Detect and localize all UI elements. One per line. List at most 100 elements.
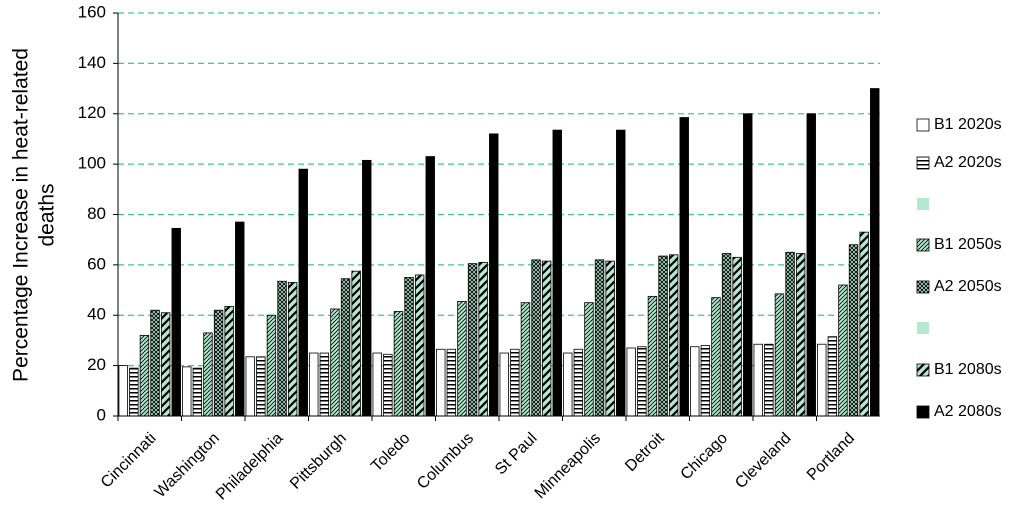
y-tick-label: 100 <box>78 154 106 173</box>
bar <box>235 221 245 417</box>
x-tick-label: Detroit <box>622 429 668 475</box>
y-axis-label-line: deaths <box>36 183 59 246</box>
bar <box>182 366 192 417</box>
bar <box>848 244 859 417</box>
bar <box>362 159 372 417</box>
legend-swatch <box>916 156 930 170</box>
bar <box>298 168 308 417</box>
bar <box>478 261 488 417</box>
bar <box>171 227 181 417</box>
bar <box>372 352 382 417</box>
bar <box>743 113 753 417</box>
bar <box>266 314 277 417</box>
y-tick-label: 140 <box>78 53 106 72</box>
bar <box>213 309 224 417</box>
x-tick-label: Pittsburgh <box>287 430 350 493</box>
bar <box>690 346 700 417</box>
bar <box>277 280 287 417</box>
legend-swatch <box>916 280 930 294</box>
bar <box>351 270 361 417</box>
x-tick-label: Toledo <box>368 430 413 475</box>
bar <box>531 259 541 417</box>
bar <box>287 282 298 417</box>
bar <box>404 277 414 417</box>
legend-label: A2 2020s <box>934 154 1002 171</box>
y-tick-label: 40 <box>87 305 106 324</box>
y-tick-label: 160 <box>78 2 106 21</box>
legend-label: B1 2020s <box>934 116 1002 133</box>
bar <box>764 343 774 417</box>
bar <box>319 352 330 417</box>
bar <box>467 263 478 417</box>
bar <box>393 311 404 417</box>
bar <box>510 348 520 417</box>
y-tick-label: 80 <box>87 204 106 223</box>
bar <box>668 254 679 417</box>
bar <box>721 253 732 417</box>
bar <box>446 348 457 417</box>
bar <box>616 129 626 417</box>
y-tick-label: 20 <box>87 355 106 374</box>
legend-label: B1 2080s <box>934 361 1002 378</box>
bar <box>436 348 446 417</box>
x-tick-label: Philadelphia <box>213 430 287 504</box>
bar <box>224 306 234 417</box>
bar <box>584 302 594 417</box>
bar <box>679 117 689 417</box>
bar <box>245 356 255 417</box>
bar <box>383 353 393 417</box>
bar <box>499 352 509 417</box>
x-tick-label: Minneapolis <box>532 430 604 502</box>
bar <box>605 260 615 417</box>
legend-spacer <box>917 322 929 334</box>
legend-swatch <box>916 363 930 377</box>
bar <box>753 343 763 417</box>
bar <box>838 284 848 417</box>
bar <box>870 88 880 417</box>
bar <box>150 309 160 417</box>
bar <box>732 256 742 417</box>
y-tick-label: 0 <box>97 405 106 424</box>
x-tick-label: Cincinnati <box>98 430 160 492</box>
x-tick-label: Cleveland <box>732 430 794 492</box>
bar <box>806 113 816 417</box>
x-tick-label: Columbus <box>414 430 477 493</box>
y-axis-label-line: Percentage Increase in heat-related <box>10 48 33 382</box>
y-tick-label: 60 <box>87 254 106 273</box>
bar <box>520 302 531 417</box>
bar <box>340 278 351 417</box>
x-tick-label: St Paul <box>492 430 541 479</box>
bar <box>414 274 425 417</box>
legend-label: A2 2080s <box>934 403 1002 420</box>
bar <box>647 295 658 417</box>
legend-swatch <box>916 238 930 252</box>
bar <box>795 253 806 417</box>
bar <box>594 259 605 417</box>
legend-label: B1 2050s <box>934 236 1002 253</box>
legend-swatch <box>916 405 930 419</box>
bar <box>330 308 340 417</box>
x-tick-label: Washington <box>152 430 223 501</box>
bar <box>160 312 171 417</box>
bar <box>563 352 573 417</box>
y-axis-label: Percentage Increase in heat-related deat… <box>10 48 59 382</box>
bar <box>192 367 203 417</box>
x-tick-label: Portland <box>804 430 858 484</box>
bar <box>203 332 213 417</box>
bar <box>129 367 139 417</box>
bar <box>425 156 435 417</box>
x-tick-label: Chicago <box>678 430 732 484</box>
bar <box>700 345 711 417</box>
bar <box>859 231 869 417</box>
bar <box>552 129 562 417</box>
bar <box>118 365 128 417</box>
y-tick-label: 120 <box>78 103 106 122</box>
bar <box>139 334 150 417</box>
bar <box>309 352 319 417</box>
bar <box>827 336 838 417</box>
bar <box>711 297 721 417</box>
bar <box>785 251 795 417</box>
bar <box>457 300 467 417</box>
legend-swatch <box>916 118 930 132</box>
